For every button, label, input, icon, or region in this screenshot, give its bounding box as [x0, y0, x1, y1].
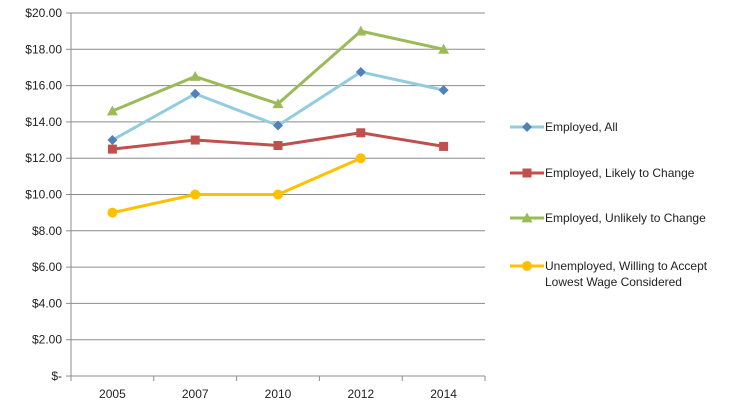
x-tick-label: 2005 [99, 387, 126, 401]
data-point [107, 144, 117, 154]
data-point [356, 128, 366, 138]
y-tick-label: $8.00 [32, 224, 62, 238]
axis-layer: $- $2.00 $4.00 $6.00 $8.00 $10.00 $12.00 $14.00… [25, 6, 486, 401]
data-point [107, 207, 118, 218]
data-point [438, 85, 449, 96]
y-tick-label: $4.00 [32, 296, 62, 310]
series-1 [107, 128, 449, 154]
legend-label: Employed, Unlikely to Change [545, 211, 706, 225]
y-tick-label: $14.00 [25, 115, 62, 129]
x-tick-label: 2010 [265, 387, 292, 401]
y-tick-label: $- [51, 369, 62, 383]
data-point [355, 25, 367, 36]
data-point [273, 120, 283, 131]
legend: Employed, All Employed, Likely to Change E… [510, 120, 708, 289]
data-point [272, 98, 284, 109]
series-layer [106, 25, 450, 218]
y-tick-label: $2.00 [32, 333, 62, 347]
data-point [107, 135, 118, 146]
series-3 [107, 153, 366, 218]
legend-swatch-marker [521, 212, 533, 223]
data-point [355, 153, 366, 164]
data-point [190, 189, 201, 200]
y-tick-label: $6.00 [32, 260, 62, 274]
legend-label: Unemployed, Willing to Accept [545, 259, 708, 273]
grid-layer [71, 12, 485, 341]
x-tick-label: 2014 [430, 387, 457, 401]
legend-swatch-marker [522, 122, 532, 132]
legend-label: Lowest Wage Considered [545, 275, 682, 289]
legend-item-2: Employed, Unlikely to Change [510, 211, 706, 225]
legend-label: Employed, Likely to Change [545, 166, 695, 180]
data-point [190, 88, 201, 99]
y-tick-label: $10.00 [25, 188, 62, 202]
data-point [273, 140, 283, 150]
data-point [439, 141, 449, 151]
legend-item-3: Unemployed, Willing to Accept Lowest Wage… [510, 259, 708, 289]
y-tick-label: $18.00 [25, 42, 62, 56]
legend-swatch-marker [522, 168, 532, 178]
x-tick-label: 2012 [347, 387, 374, 401]
data-point [189, 71, 201, 81]
y-tick-label: $12.00 [25, 151, 62, 165]
series-2 [106, 25, 450, 116]
series-line [110, 156, 363, 215]
series-0 [107, 66, 449, 146]
legend-item-0: Employed, All [510, 120, 618, 134]
data-point [438, 43, 450, 54]
data-point [190, 135, 200, 145]
legend-swatch-marker [522, 261, 532, 271]
y-tick-label: $20.00 [25, 6, 62, 20]
legend-label: Employed, All [545, 120, 618, 134]
x-tick-label: 2007 [182, 387, 209, 401]
y-tick-label: $16.00 [25, 79, 62, 93]
data-point [355, 66, 366, 77]
data-point [106, 105, 118, 116]
data-point [273, 189, 283, 200]
legend-item-1: Employed, Likely to Change [510, 166, 695, 180]
